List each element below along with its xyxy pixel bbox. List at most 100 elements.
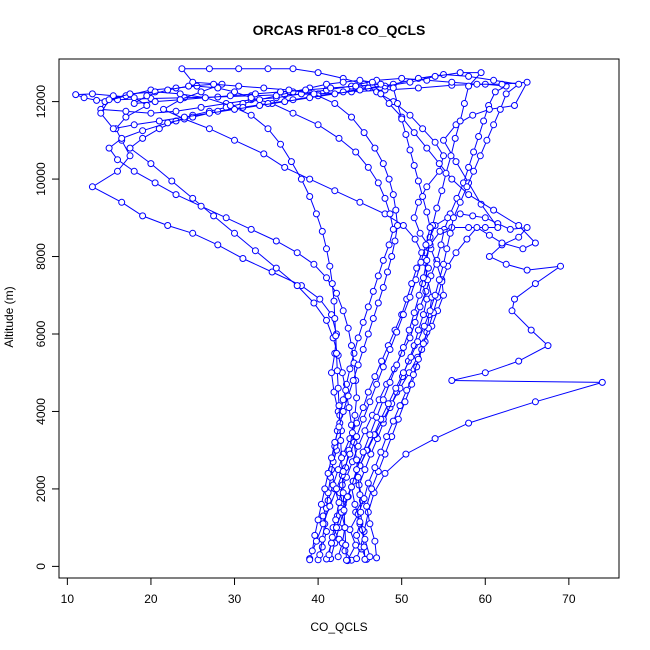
x-tick-label: 20 — [144, 592, 158, 606]
data-point — [460, 100, 468, 107]
data-point — [385, 100, 393, 107]
y-axis: 0 2000 4000 6000 8000 10000 12000 — [34, 85, 59, 570]
data-point — [531, 398, 539, 406]
data-point — [411, 318, 419, 326]
data-point — [391, 237, 399, 245]
data-point — [369, 287, 377, 295]
data-point — [403, 386, 411, 394]
data-point — [126, 144, 134, 152]
data-point — [361, 535, 369, 543]
data-point — [392, 384, 400, 392]
data-point — [318, 227, 326, 235]
data-point — [339, 396, 347, 404]
data-point — [247, 111, 255, 119]
data-point — [122, 113, 130, 121]
data-point — [143, 92, 151, 100]
data-point — [419, 125, 427, 133]
data-point — [373, 413, 381, 421]
data-point — [414, 177, 422, 185]
data-point — [312, 537, 320, 545]
data-point — [327, 84, 335, 92]
data-point — [423, 183, 431, 191]
x-tick-label: 30 — [228, 592, 242, 606]
data-point — [405, 326, 413, 334]
data-point — [189, 78, 197, 86]
data-point — [463, 183, 471, 191]
data-point — [342, 386, 350, 394]
data-point — [122, 107, 130, 115]
data-point — [440, 152, 447, 160]
data-point — [377, 80, 385, 88]
data-point — [366, 520, 374, 528]
data-point — [205, 109, 213, 117]
data-point — [415, 291, 423, 299]
data-point — [360, 129, 368, 137]
data-point — [456, 69, 464, 77]
data-point — [410, 129, 418, 137]
data-point — [337, 437, 345, 444]
data-point — [410, 214, 418, 222]
data-point — [356, 198, 364, 206]
data-point — [419, 193, 427, 200]
data-point — [473, 80, 481, 88]
data-point — [410, 162, 418, 169]
data-point — [470, 148, 478, 156]
data-point — [470, 167, 478, 175]
data-point — [386, 378, 394, 386]
data-point — [419, 311, 427, 319]
data-point — [452, 249, 460, 257]
data-point — [205, 125, 213, 133]
data-point — [260, 150, 268, 158]
data-point — [231, 88, 238, 96]
data-point — [339, 468, 347, 475]
data-point — [452, 158, 460, 166]
data-point — [344, 392, 352, 400]
data-point — [369, 315, 377, 322]
data-point — [414, 355, 422, 363]
data-point — [465, 419, 473, 427]
data-point — [311, 531, 319, 539]
data-point — [359, 318, 367, 326]
data-point — [392, 206, 400, 214]
data-point — [374, 299, 382, 307]
data-point — [114, 156, 121, 164]
data-point — [379, 160, 387, 168]
data-point — [164, 86, 172, 94]
data-point — [328, 280, 336, 288]
data-point — [366, 431, 374, 439]
data-point — [333, 349, 340, 357]
data-point — [316, 551, 324, 559]
data-point — [130, 167, 138, 175]
data-point — [289, 109, 297, 117]
data-point — [139, 134, 147, 142]
x-axis: 10 20 30 40 50 60 70 — [61, 578, 576, 606]
data-point — [364, 330, 372, 338]
data-point — [272, 264, 280, 272]
data-point — [448, 377, 456, 384]
data-point — [201, 94, 209, 102]
data-point — [172, 107, 180, 115]
data-point — [419, 274, 427, 282]
data-point — [433, 204, 441, 212]
data-point — [321, 485, 329, 493]
data-point — [523, 78, 531, 86]
data-point — [251, 90, 259, 98]
data-point — [410, 309, 418, 317]
data-point — [485, 253, 493, 260]
data-point — [399, 369, 407, 377]
data-point — [272, 92, 280, 100]
x-tick-label: 70 — [562, 592, 576, 606]
data-point — [477, 69, 485, 77]
data-point — [423, 144, 431, 152]
y-tick-label: 6000 — [34, 320, 48, 347]
data-point — [374, 179, 382, 187]
data-point — [491, 88, 499, 96]
data-point — [130, 100, 138, 107]
data-point — [348, 429, 356, 437]
data-point — [511, 295, 518, 303]
data-point — [210, 80, 218, 88]
data-point — [331, 438, 339, 446]
data-point — [285, 86, 293, 94]
data-point — [364, 388, 372, 396]
data-point — [456, 210, 464, 218]
